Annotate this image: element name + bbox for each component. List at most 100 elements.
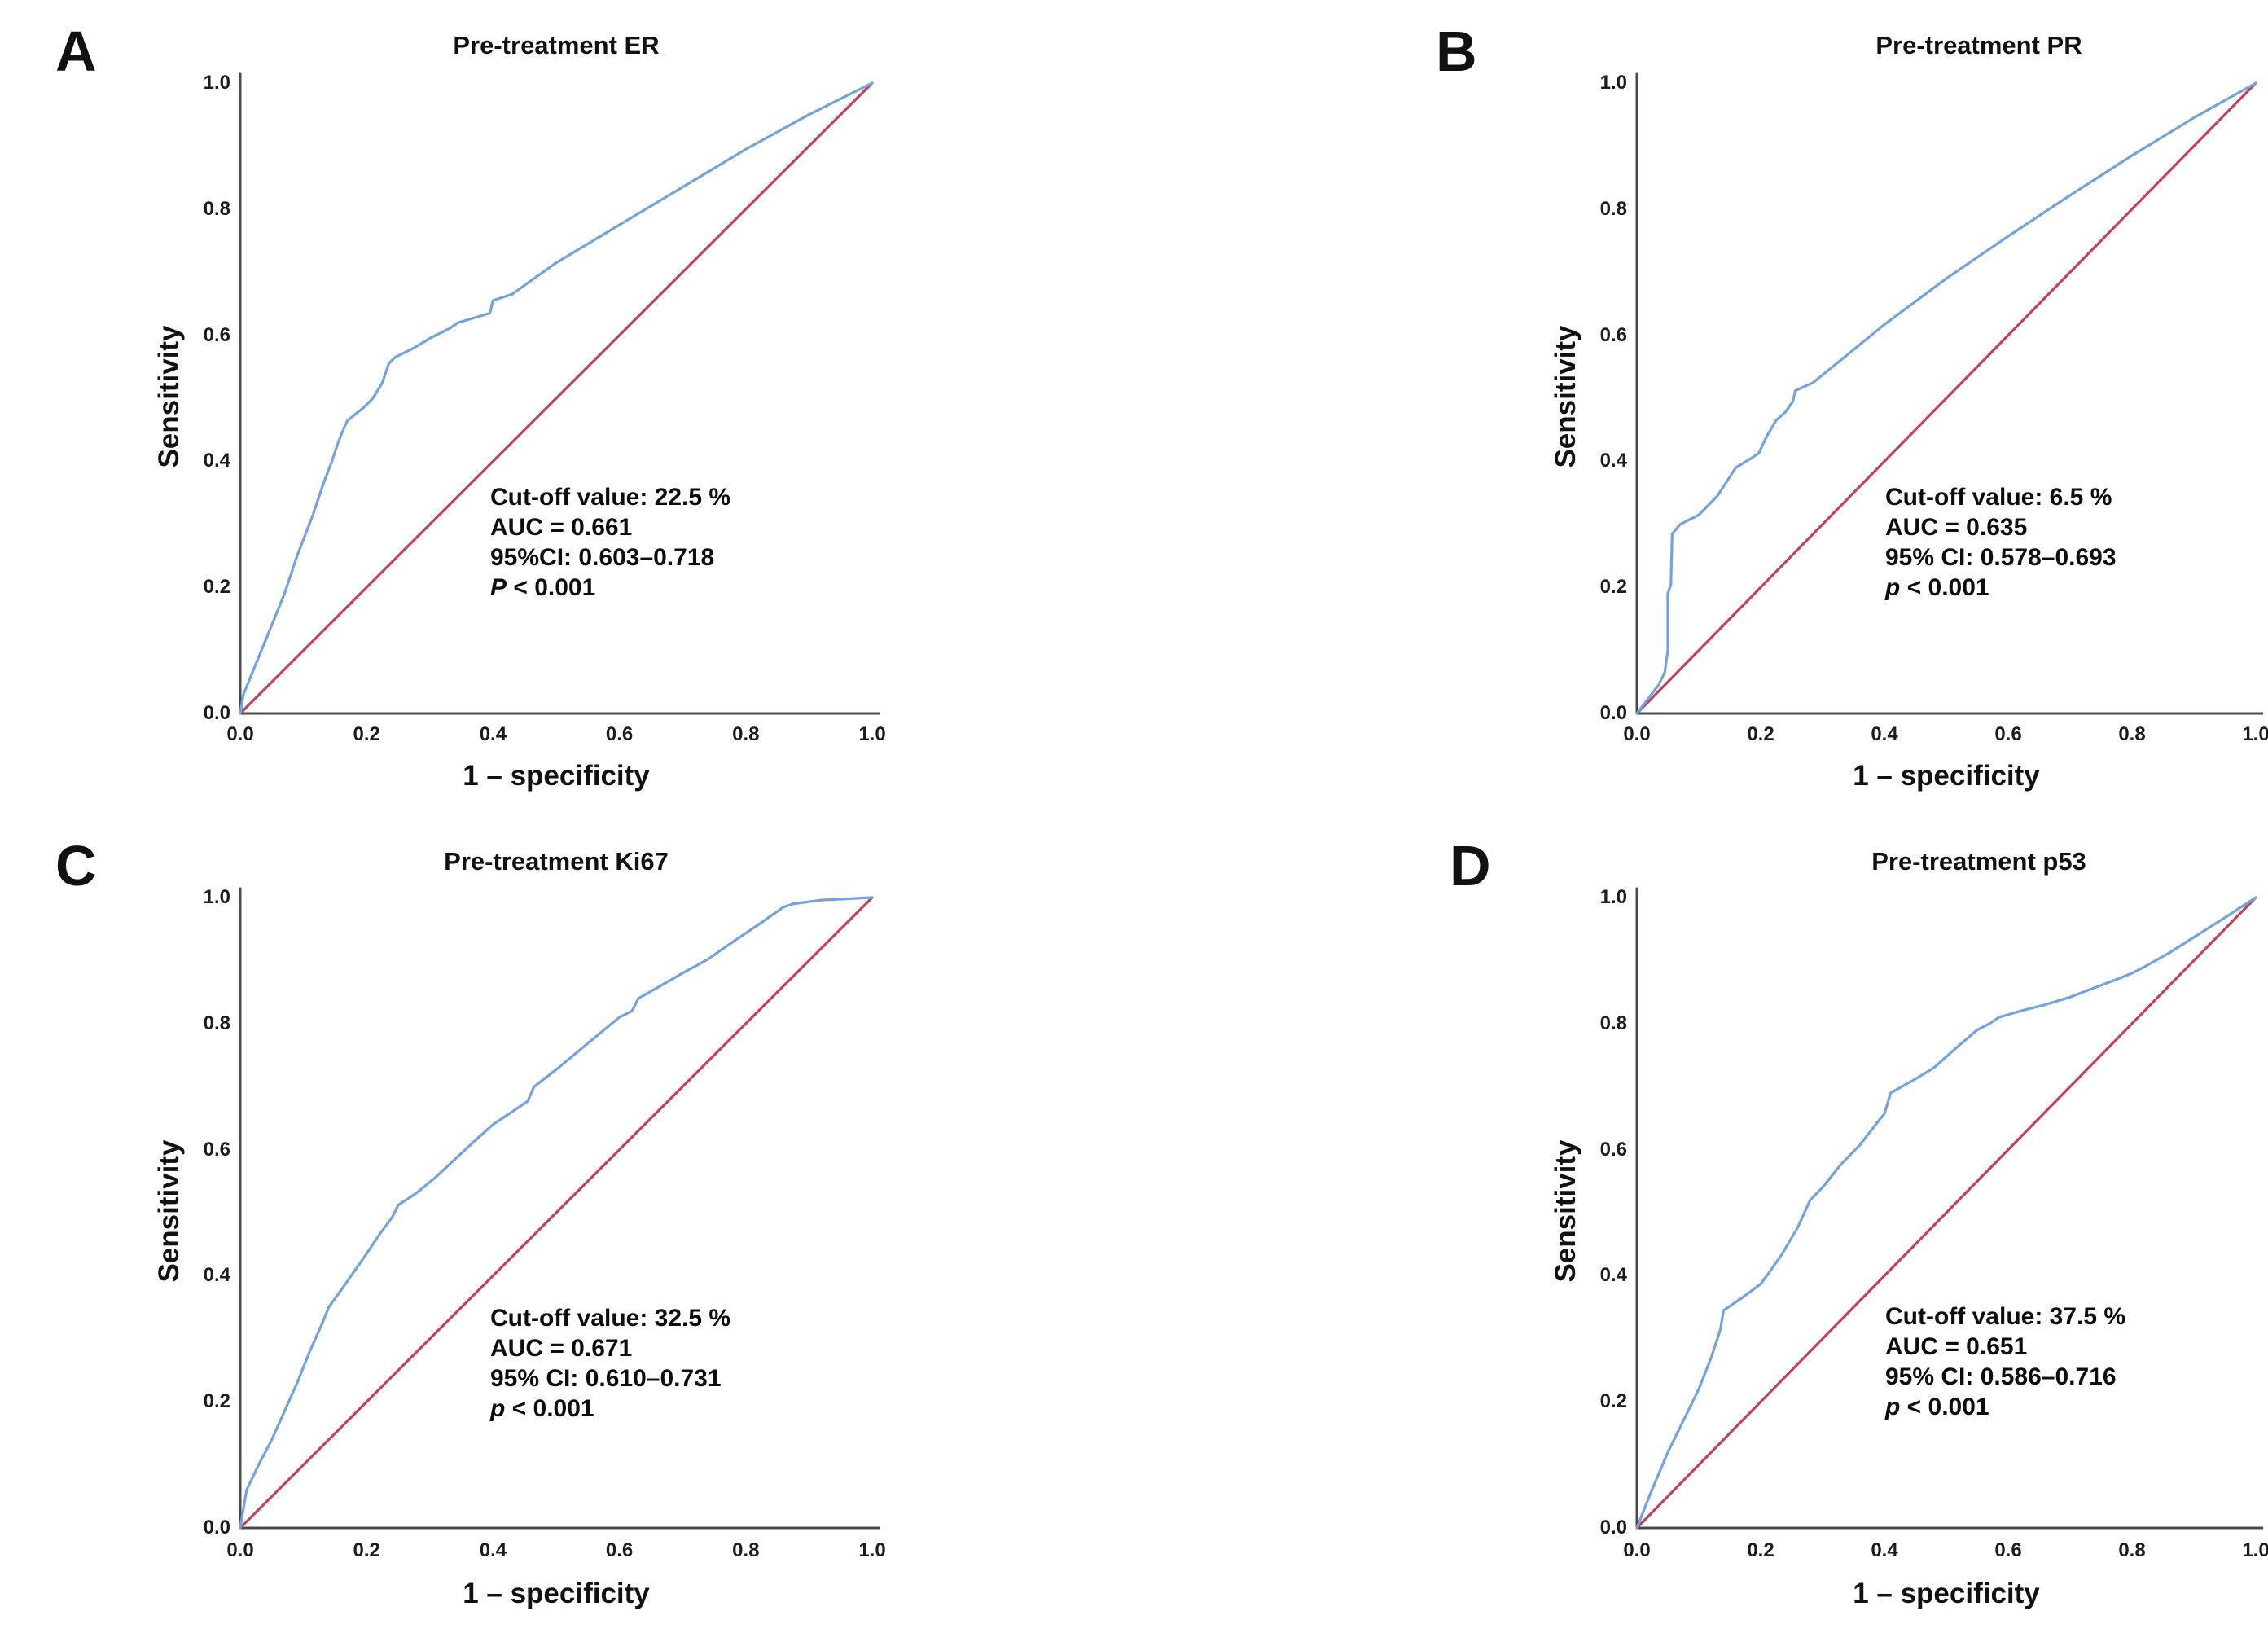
x-tick-label: 1.0 (2242, 1539, 2268, 1561)
y-tick-label: 1.0 (203, 72, 230, 94)
ci-text: 95%CI: 0.603–0.718 (490, 544, 715, 571)
x-axis-ticks-B: 0.0 0.2 0.4 0.6 0.8 1.0 (1623, 723, 2268, 748)
y-tick-label: 1.0 (203, 886, 230, 908)
x-tick-label: 0.2 (1747, 1539, 1774, 1561)
cutoff-value-text: Cut-off value: 32.5 % (490, 1305, 731, 1332)
x-tick-label: 1.0 (2242, 723, 2268, 745)
y-tick-label: 1.0 (1599, 886, 1627, 908)
x-tick-label: 0.0 (1623, 723, 1651, 745)
p-rest: < 0.001 (1900, 1394, 1989, 1420)
y-tick-label: 0.6 (203, 323, 230, 346)
p-symbol: P (490, 574, 507, 601)
roc-curve (240, 898, 872, 1528)
panel-letter-C: C (55, 834, 97, 898)
x-axis-ticks-C: 0.0 0.2 0.4 0.6 0.8 1.0 (226, 1539, 885, 1564)
roc-curve (240, 83, 872, 713)
y-tick-label: 0.2 (203, 576, 230, 599)
y-tick-label: 0.8 (203, 197, 230, 220)
x-axis-label-D: 1 – specificity (1853, 1578, 2040, 1609)
panel-letter-A: A (55, 20, 97, 83)
roc-plot-A (240, 83, 872, 713)
y-axis-ticks-D: 1.0 0.8 0.6 0.4 0.2 0.0 (1529, 886, 1627, 1538)
panel-letter-B: B (1436, 20, 1477, 83)
roc-plot-B (1637, 83, 2256, 713)
x-tick-label: 0.8 (2118, 723, 2146, 745)
cutoff-value-text: Cut-off value: 6.5 % (1885, 484, 2112, 511)
y-tick-label: 0.2 (1599, 1390, 1627, 1413)
p-rest: < 0.001 (1900, 574, 1989, 601)
y-tick-label: 0.6 (1599, 323, 1627, 346)
x-tick-label: 0.4 (1871, 723, 1898, 745)
auc-text: AUC = 0.661 (490, 514, 633, 541)
ci-text: 95% CI: 0.610–0.731 (490, 1365, 722, 1392)
x-axis-label-C: 1 – specificity (463, 1578, 650, 1609)
chart-title-B: Pre-treatment PR (1875, 31, 2082, 59)
y-tick-label: 0.6 (203, 1138, 230, 1161)
x-tick-label: 0.6 (1994, 723, 2022, 745)
y-tick-label: 0.8 (1599, 1012, 1627, 1034)
reference-diagonal-line (240, 898, 872, 1528)
y-tick-label: 0.2 (1599, 576, 1627, 599)
y-tick-label: 0.0 (203, 1517, 230, 1538)
y-tick-label: 0.4 (1599, 1264, 1627, 1287)
p-rest: < 0.001 (507, 574, 596, 601)
x-tick-label: 0.6 (1994, 1539, 2022, 1561)
stats-annotation-B: Cut-off value: 6.5 % AUC = 0.635 95% CI:… (1885, 482, 2117, 603)
y-tick-label: 0.2 (203, 1390, 230, 1413)
x-tick-label: 0.8 (732, 723, 760, 745)
x-tick-label: 0.2 (1747, 723, 1774, 745)
stats-annotation-D: Cut-off value: 37.5 % AUC = 0.651 95% CI… (1885, 1301, 2125, 1422)
y-axis-ticks-C: 1.0 0.8 0.6 0.4 0.2 0.0 (133, 886, 230, 1538)
roc-plot-D (1637, 898, 2256, 1528)
x-tick-label: 0.8 (2118, 1539, 2146, 1561)
y-tick-label: 0.0 (1599, 702, 1627, 724)
x-axis-label-B: 1 – specificity (1853, 760, 2040, 792)
chart-title-A: Pre-treatment ER (453, 31, 660, 59)
y-axis-ticks-A: 1.0 0.8 0.6 0.4 0.2 0.0 (133, 72, 230, 724)
auc-text: AUC = 0.671 (490, 1335, 633, 1362)
auc-text: AUC = 0.635 (1885, 514, 2028, 541)
roc-curve (1637, 83, 2256, 713)
x-tick-label: 0.2 (353, 723, 380, 745)
x-tick-label: 0.4 (479, 1539, 507, 1561)
reference-diagonal-line (1637, 83, 2256, 713)
ci-text: 95% CI: 0.578–0.693 (1885, 544, 2117, 571)
chart-title-C: Pre-treatment Ki67 (444, 847, 669, 876)
x-tick-label: 0.0 (1623, 1539, 1651, 1561)
stats-annotation-C: Cut-off value: 32.5 % AUC = 0.671 95% CI… (490, 1303, 730, 1424)
x-axis-label-A: 1 – specificity (463, 760, 650, 792)
x-tick-label: 0.8 (732, 1539, 760, 1561)
p-value-text: p < 0.001 (1885, 1392, 2125, 1422)
x-tick-label: 0.0 (226, 723, 254, 745)
ci-text: 95% CI: 0.586–0.716 (1885, 1363, 2117, 1390)
x-tick-label: 0.6 (605, 723, 634, 745)
x-axis-ticks-D: 0.0 0.2 0.4 0.6 0.8 1.0 (1623, 1539, 2268, 1564)
auc-text: AUC = 0.651 (1885, 1333, 2028, 1360)
x-tick-label: 1.0 (858, 723, 886, 745)
y-tick-label: 0.6 (1599, 1138, 1627, 1161)
p-symbol: p (490, 1395, 506, 1422)
y-tick-label: 0.0 (203, 702, 230, 724)
y-tick-label: 0.8 (1599, 197, 1627, 220)
reference-diagonal-line (240, 83, 872, 713)
roc-figure: A Pre-treatment ER Sensitivity 1.0 0.8 0.6… (33, 13, 2268, 1633)
p-value-text: P < 0.001 (490, 573, 730, 603)
y-tick-label: 0.4 (1599, 450, 1627, 472)
y-axis-ticks-B: 1.0 0.8 0.6 0.4 0.2 0.0 (1529, 72, 1627, 724)
cutoff-value-text: Cut-off value: 37.5 % (1885, 1303, 2126, 1330)
roc-curve (1637, 898, 2256, 1528)
p-symbol: p (1885, 574, 1901, 601)
x-tick-label: 0.0 (226, 1539, 254, 1561)
chart-title-D: Pre-treatment p53 (1871, 847, 2086, 876)
y-tick-label: 0.4 (203, 1264, 230, 1287)
panel-letter-D: D (1450, 834, 1491, 898)
cutoff-value-text: Cut-off value: 22.5 % (490, 484, 731, 511)
x-tick-label: 1.0 (858, 1539, 886, 1561)
x-tick-label: 0.4 (1871, 1539, 1898, 1561)
p-value-text: p < 0.001 (1885, 573, 2117, 603)
y-tick-label: 0.8 (203, 1012, 230, 1034)
reference-diagonal-line (1637, 898, 2256, 1528)
y-tick-label: 0.0 (1599, 1517, 1627, 1538)
x-axis-ticks-A: 0.0 0.2 0.4 0.6 0.8 1.0 (226, 723, 885, 748)
y-tick-label: 1.0 (1599, 72, 1627, 94)
